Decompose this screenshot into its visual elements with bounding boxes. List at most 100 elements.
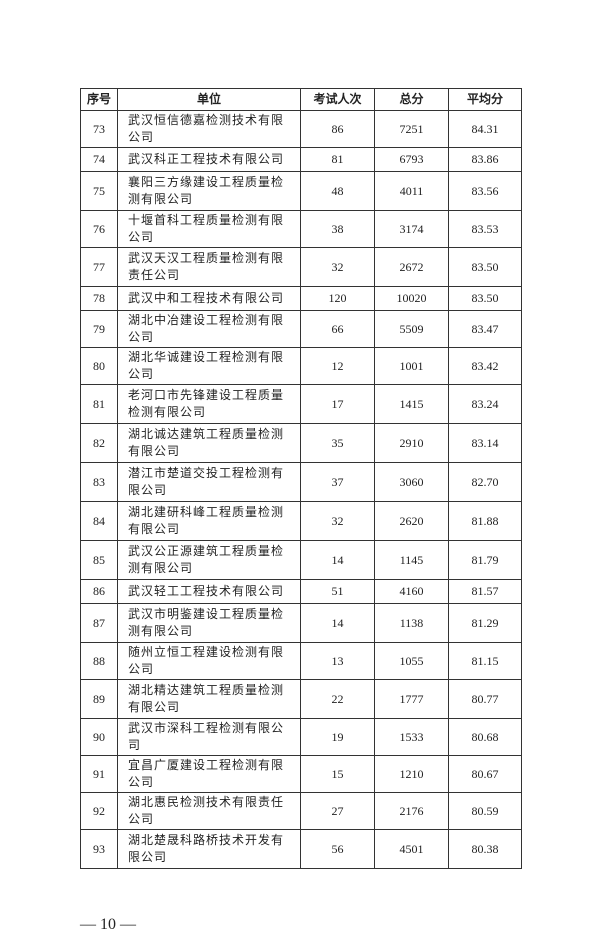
unit-cell: 武汉中和工程技术有限公司 (117, 286, 301, 311)
table-row: 86 武汉轻工工程技术有限公司 51 4160 81.57 (80, 579, 522, 604)
index-cell: 93 (80, 829, 118, 869)
total-score-cell: 1145 (374, 540, 449, 580)
total-score-cell: 10020 (374, 286, 449, 311)
header-total-score: 总分 (374, 88, 449, 111)
total-score-cell: 6793 (374, 147, 449, 172)
exam-count-cell: 14 (300, 540, 375, 580)
table-row: 85 武汉公正源建筑工程质量检测有限公司 14 1145 81.79 (80, 540, 522, 580)
unit-cell: 武汉恒信德嘉检测技术有限公司 (117, 110, 301, 148)
unit-cell: 武汉市明鉴建设工程质量检测有限公司 (117, 603, 301, 643)
average-score-cell: 81.57 (448, 579, 522, 604)
unit-cell: 老河口市先锋建设工程质量检测有限公司 (117, 384, 301, 424)
average-score-cell: 81.29 (448, 603, 522, 643)
total-score-cell: 1210 (374, 755, 449, 793)
unit-cell: 随州立恒工程建设检测有限公司 (117, 642, 301, 680)
exam-count-cell: 15 (300, 755, 375, 793)
index-cell: 82 (80, 423, 118, 463)
table-row: 81 老河口市先锋建设工程质量检测有限公司 17 1415 83.24 (80, 384, 522, 424)
total-score-cell: 1415 (374, 384, 449, 424)
average-score-cell: 80.59 (448, 792, 522, 830)
header-unit: 单位 (117, 88, 301, 111)
exam-count-cell: 12 (300, 347, 375, 385)
unit-cell: 潜江市楚道交投工程检测有限公司 (117, 462, 301, 502)
total-score-cell: 1533 (374, 718, 449, 756)
exam-count-cell: 48 (300, 171, 375, 211)
average-score-cell: 83.56 (448, 171, 522, 211)
unit-cell: 湖北楚晟科路桥技术开发有限公司 (117, 829, 301, 869)
index-cell: 88 (80, 642, 118, 680)
total-score-cell: 2620 (374, 501, 449, 541)
table-row: 91 宜昌广厦建设工程检测有限公司 15 1210 80.67 (80, 755, 522, 793)
header-exam-count: 考试人次 (300, 88, 375, 111)
page-number: — 10 — (80, 916, 136, 933)
index-cell: 86 (80, 579, 118, 604)
table-row: 79 湖北中冶建设工程检测有限公司 66 5509 83.47 (80, 310, 522, 348)
table-row: 83 潜江市楚道交投工程检测有限公司 37 3060 82.70 (80, 462, 522, 502)
exam-count-cell: 38 (300, 210, 375, 248)
table-row: 76 十堰首科工程质量检测有限公司 38 3174 83.53 (80, 210, 522, 248)
unit-cell: 湖北华诚建设工程检测有限公司 (117, 347, 301, 385)
average-score-cell: 80.38 (448, 829, 522, 869)
exam-count-cell: 37 (300, 462, 375, 502)
index-cell: 79 (80, 310, 118, 348)
average-score-cell: 80.77 (448, 679, 522, 719)
total-score-cell: 4011 (374, 171, 449, 211)
total-score-cell: 2910 (374, 423, 449, 463)
exam-count-cell: 14 (300, 603, 375, 643)
unit-cell: 湖北诚达建筑工程质量检测有限公司 (117, 423, 301, 463)
table-row: 77 武汉天汉工程质量检测有限责任公司 32 2672 83.50 (80, 247, 522, 287)
total-score-cell: 7251 (374, 110, 449, 148)
total-score-cell: 5509 (374, 310, 449, 348)
average-score-cell: 81.79 (448, 540, 522, 580)
index-cell: 78 (80, 286, 118, 311)
index-cell: 92 (80, 792, 118, 830)
unit-cell: 十堰首科工程质量检测有限公司 (117, 210, 301, 248)
exam-count-cell: 22 (300, 679, 375, 719)
total-score-cell: 3060 (374, 462, 449, 502)
average-score-cell: 83.47 (448, 310, 522, 348)
average-score-cell: 83.24 (448, 384, 522, 424)
table-row: 90 武汉市深科工程检测有限公司 19 1533 80.68 (80, 718, 522, 756)
exam-count-cell: 81 (300, 147, 375, 172)
average-score-cell: 83.42 (448, 347, 522, 385)
total-score-cell: 2672 (374, 247, 449, 287)
unit-cell: 武汉轻工工程技术有限公司 (117, 579, 301, 604)
unit-cell: 襄阳三方缘建设工程质量检测有限公司 (117, 171, 301, 211)
index-cell: 87 (80, 603, 118, 643)
exam-count-cell: 19 (300, 718, 375, 756)
index-cell: 74 (80, 147, 118, 172)
exam-count-cell: 120 (300, 286, 375, 311)
table-row: 75 襄阳三方缘建设工程质量检测有限公司 48 4011 83.56 (80, 171, 522, 211)
unit-cell: 武汉市深科工程检测有限公司 (117, 718, 301, 756)
total-score-cell: 4501 (374, 829, 449, 869)
average-score-cell: 83.53 (448, 210, 522, 248)
average-score-cell: 82.70 (448, 462, 522, 502)
average-score-cell: 83.86 (448, 147, 522, 172)
average-score-cell: 83.50 (448, 247, 522, 287)
index-cell: 73 (80, 110, 118, 148)
index-cell: 91 (80, 755, 118, 793)
index-cell: 75 (80, 171, 118, 211)
unit-cell: 湖北建研科峰工程质量检测有限公司 (117, 501, 301, 541)
total-score-cell: 4160 (374, 579, 449, 604)
exam-count-cell: 27 (300, 792, 375, 830)
index-cell: 83 (80, 462, 118, 502)
unit-cell: 湖北中冶建设工程检测有限公司 (117, 310, 301, 348)
table-row: 82 湖北诚达建筑工程质量检测有限公司 35 2910 83.14 (80, 423, 522, 463)
total-score-cell: 1055 (374, 642, 449, 680)
table-row: 73 武汉恒信德嘉检测技术有限公司 86 7251 84.31 (80, 110, 522, 148)
table-row: 89 湖北精达建筑工程质量检测有限公司 22 1777 80.77 (80, 679, 522, 719)
unit-cell: 宜昌广厦建设工程检测有限公司 (117, 755, 301, 793)
exam-count-cell: 32 (300, 501, 375, 541)
index-cell: 89 (80, 679, 118, 719)
average-score-cell: 84.31 (448, 110, 522, 148)
average-score-cell: 81.88 (448, 501, 522, 541)
table-row: 84 湖北建研科峰工程质量检测有限公司 32 2620 81.88 (80, 501, 522, 541)
header-index: 序号 (80, 88, 118, 111)
exam-count-cell: 51 (300, 579, 375, 604)
table-row: 78 武汉中和工程技术有限公司 120 10020 83.50 (80, 286, 522, 311)
index-cell: 85 (80, 540, 118, 580)
exam-count-cell: 32 (300, 247, 375, 287)
exam-count-cell: 35 (300, 423, 375, 463)
